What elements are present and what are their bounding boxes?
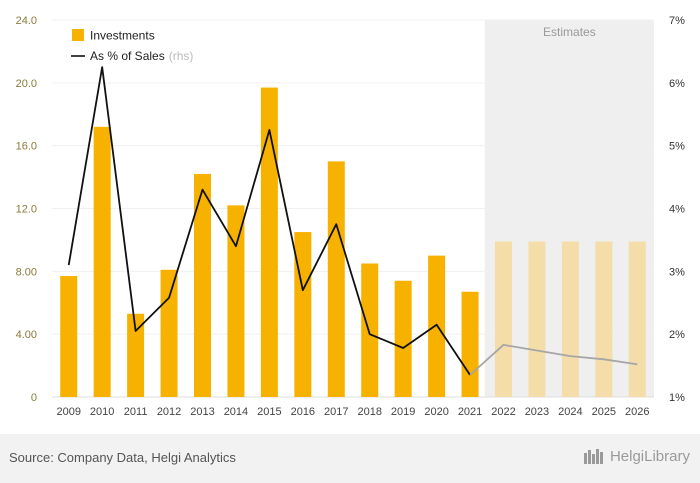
bar-2011 bbox=[127, 313, 145, 397]
x-tick-label-2016: 2016 bbox=[291, 406, 315, 418]
y-left-tick-label: 12.0 bbox=[16, 204, 37, 216]
bar-2018 bbox=[361, 263, 379, 397]
bar-2017 bbox=[327, 161, 345, 397]
y-left-tick-label: 16.0 bbox=[16, 141, 37, 153]
y-right-tick-label: 7% bbox=[669, 15, 685, 27]
library-icon bbox=[583, 449, 603, 464]
x-tick-label-2014: 2014 bbox=[224, 406, 248, 418]
investments-chart: Estimates 0 4.00 8.00 12.0 16.0 20.0 24.0 1% 2%… bbox=[16, 15, 686, 418]
x-tick-label-2022: 2022 bbox=[491, 406, 515, 418]
bar-2014 bbox=[227, 205, 245, 397]
source-text: Source: Company Data, Helgi Analytics bbox=[9, 450, 236, 465]
legend-label-investments: Investments bbox=[90, 29, 155, 43]
footer: Source: Company Data, Helgi Analytics He… bbox=[0, 434, 700, 483]
x-tick-label-2011: 2011 bbox=[124, 406, 148, 418]
y-right-tick-label: 6% bbox=[669, 78, 685, 90]
legend-label-pct-sales: As % of Sales (rhs) bbox=[90, 49, 193, 63]
x-tick-label-2010: 2010 bbox=[90, 406, 114, 418]
y-left-tick-label: 8.00 bbox=[16, 266, 37, 278]
bar-2021 bbox=[461, 291, 479, 397]
bar-2015 bbox=[260, 87, 278, 397]
y-right-tick-label: 1% bbox=[669, 392, 685, 404]
line-pct-sales-actual bbox=[67, 66, 471, 376]
x-tick-label-2025: 2025 bbox=[592, 406, 616, 418]
bar-2016 bbox=[294, 232, 312, 397]
x-tick-label-2023: 2023 bbox=[525, 406, 549, 418]
brand-name: HelgiLibrary bbox=[609, 447, 690, 465]
y-left-tick-label: 20.0 bbox=[16, 78, 37, 90]
bar-2010 bbox=[93, 126, 111, 398]
bar-2026 bbox=[628, 241, 646, 397]
y-left-tick-label: 24.0 bbox=[16, 15, 37, 27]
x-tick-label-2024: 2024 bbox=[558, 406, 582, 418]
y-right-tick-label: 3% bbox=[669, 266, 685, 278]
y-right-tick-label: 5% bbox=[669, 141, 685, 153]
bar-2025 bbox=[595, 241, 613, 397]
y-left-tick-label: 0 bbox=[31, 392, 37, 404]
x-tick-label-2020: 2020 bbox=[424, 406, 448, 418]
legend-swatch-investments bbox=[72, 29, 84, 41]
bar-2024 bbox=[561, 241, 579, 397]
line-pct-sales-estimate bbox=[469, 343, 638, 376]
legend-label-rhs: (rhs) bbox=[169, 49, 194, 63]
estimates-label: Estimates bbox=[543, 25, 596, 39]
x-tick-label-2017: 2017 bbox=[324, 406, 348, 418]
y-right-tick-label: 4% bbox=[669, 204, 685, 216]
x-tick-label-2018: 2018 bbox=[357, 406, 381, 418]
y-left-tick-label: 4.00 bbox=[16, 329, 37, 341]
x-tick-label-2009: 2009 bbox=[56, 406, 80, 418]
x-tick-label-2015: 2015 bbox=[257, 406, 281, 418]
y-right-tick-label: 2% bbox=[669, 329, 685, 341]
brand-logo: HelgiLibrary bbox=[583, 447, 690, 465]
x-tick-label-2026: 2026 bbox=[625, 406, 649, 418]
x-tick-label-2021: 2021 bbox=[458, 406, 482, 418]
bar-2013 bbox=[194, 173, 211, 397]
bar-2012 bbox=[160, 269, 178, 397]
bar-2009 bbox=[60, 276, 78, 397]
x-tick-label-2013: 2013 bbox=[190, 406, 214, 418]
bar-2023 bbox=[528, 241, 546, 397]
x-tick-label-2012: 2012 bbox=[157, 406, 181, 418]
bar-2022 bbox=[495, 241, 512, 397]
bar-2019 bbox=[394, 280, 412, 397]
x-tick-label-2019: 2019 bbox=[391, 406, 415, 418]
legend-label-pct-sales-main: As % of Sales bbox=[90, 49, 165, 63]
